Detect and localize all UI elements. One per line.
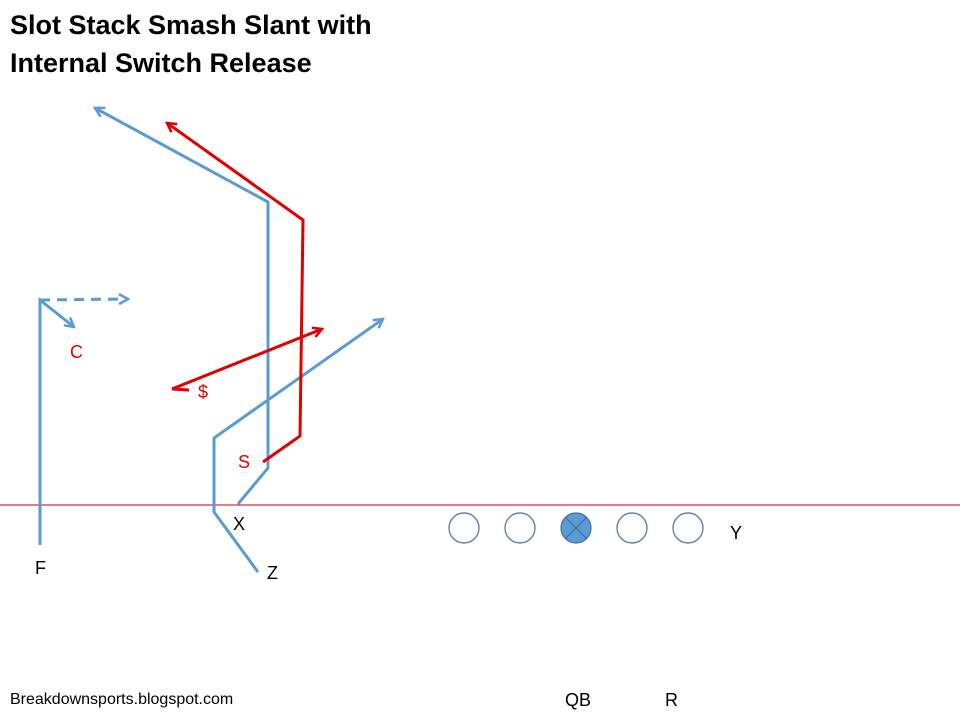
defender-label-dollar: $	[198, 382, 208, 402]
player-label-x: X	[233, 514, 245, 534]
center-icon	[560, 512, 592, 544]
lineman-circle	[448, 512, 480, 544]
route-dollar-defender-arrow	[171, 329, 322, 391]
play-title-line-2: Internal Switch Release	[10, 48, 312, 78]
lineman-circle	[672, 512, 704, 544]
route-s-defender	[167, 123, 305, 464]
player-label-r: R	[665, 690, 678, 710]
lineman-circle	[616, 512, 648, 544]
play-title: Slot Stack Smash Slant with Internal Swi…	[10, 6, 372, 82]
defender-label-c: C	[70, 342, 83, 362]
play-title-line-1: Slot Stack Smash Slant with	[10, 10, 372, 40]
player-label-qb: QB	[565, 690, 591, 710]
route-f-option-dashed	[39, 299, 128, 300]
player-label-f: F	[35, 558, 46, 578]
footer-credit: Breakdownsports.blogspot.com	[10, 691, 234, 708]
lineman-circle	[504, 512, 536, 544]
defender-label-s: S	[238, 452, 250, 472]
route-z-slant	[212, 319, 383, 573]
route-x-corner	[95, 108, 270, 505]
player-label-z: Z	[267, 563, 278, 583]
route-f-stem	[38, 296, 74, 545]
player-label-y: Y	[730, 523, 742, 543]
